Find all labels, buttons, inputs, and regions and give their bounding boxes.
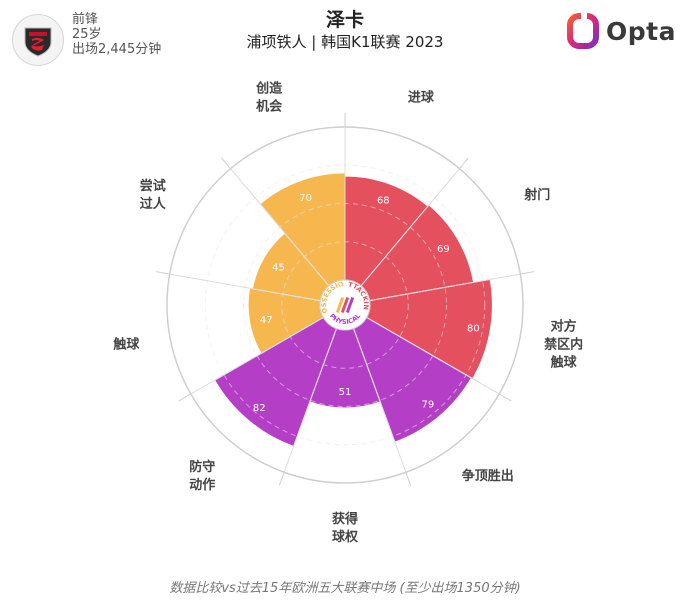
center-logo-icon	[335, 296, 355, 314]
category-label-8: 尝试过人	[140, 178, 167, 212]
page-subtitle: 浦项铁人 | 韩国K1联赛 2023	[246, 33, 444, 51]
value-label-3: 80	[467, 324, 480, 335]
player-meta: 前锋 25岁 出场2,445分钟	[72, 12, 161, 57]
radar-spoke-ext-5	[405, 472, 412, 486]
opta-logo: Opta	[566, 12, 676, 50]
radar-spoke-9	[230, 168, 330, 287]
radar-spoke-4	[366, 317, 500, 395]
center-group-label-3: PHYSICAL	[328, 312, 362, 326]
player-age: 25岁	[72, 27, 102, 42]
value-label-9: 70	[299, 193, 312, 204]
radar-spoke-ext-7	[178, 393, 192, 402]
player-position: 前锋	[72, 12, 99, 27]
category-label-7: 触球	[112, 337, 140, 353]
radar-spoke-3	[369, 273, 521, 302]
value-label-4: 79	[421, 400, 434, 411]
value-label-6: 82	[253, 403, 266, 414]
category-label-6: 防守动作	[189, 459, 215, 493]
club-crest-icon	[12, 14, 64, 66]
category-label-2: 射门	[523, 187, 550, 203]
category-label-5: 获得球权	[332, 511, 359, 545]
category-label-4: 争顶胜出	[462, 468, 514, 484]
radar-spoke-ext-4	[498, 393, 512, 402]
opta-logo-icon	[567, 12, 600, 49]
category-label-3: 对方禁区内触球	[544, 319, 583, 371]
radar-spoke-7	[190, 317, 324, 395]
radar-spoke-8	[169, 273, 321, 302]
radar-spoke-ext-8	[155, 271, 170, 275]
category-label-1: 进球	[408, 89, 435, 105]
radar-spoke-6	[283, 328, 337, 473]
title-block: 泽卡 浦项铁人 | 韩国K1联赛 2023	[0, 8, 690, 52]
radar-spoke-2	[360, 168, 460, 287]
radar-spoke-ext-9	[221, 157, 231, 169]
footer-note: 数据比较vs过去15年欧洲五大联赛中场 (至少出场1350分钟)	[169, 581, 521, 596]
page-title: 泽卡	[325, 9, 364, 31]
radar-spoke-ext-2	[459, 157, 469, 169]
value-label-8: 45	[272, 263, 285, 274]
radar-spoke-5	[353, 328, 407, 473]
value-label-1: 68	[377, 196, 390, 207]
brand-name: Opta	[606, 16, 676, 46]
radar-spoke-ext-6	[278, 472, 285, 486]
category-label-9: 创造机会	[255, 80, 283, 114]
radar-spoke-ext-3	[520, 271, 535, 275]
value-label-5: 51	[339, 387, 352, 398]
player-minutes: 出场2,445分钟	[72, 42, 162, 57]
header: 前锋 25岁 出场2,445分钟 泽卡 浦项铁人 | 韩国K1联赛 2023 O…	[0, 0, 690, 70]
value-label-2: 69	[437, 244, 450, 255]
value-label-7: 47	[260, 315, 273, 326]
